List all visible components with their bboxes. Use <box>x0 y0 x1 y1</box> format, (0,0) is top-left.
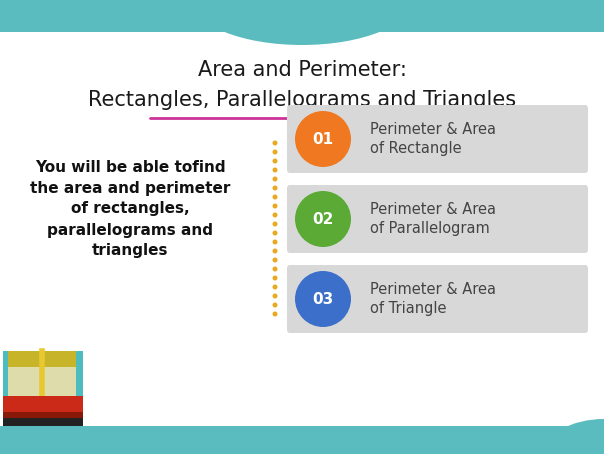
Text: Perimeter & Area
of Rectangle: Perimeter & Area of Rectangle <box>370 122 496 156</box>
Circle shape <box>272 203 277 208</box>
FancyBboxPatch shape <box>287 185 588 253</box>
FancyBboxPatch shape <box>8 385 76 404</box>
FancyBboxPatch shape <box>8 351 76 369</box>
Text: Perimeter & Area
of Parallelogram: Perimeter & Area of Parallelogram <box>370 202 496 237</box>
FancyBboxPatch shape <box>3 351 83 426</box>
Circle shape <box>295 271 351 327</box>
Circle shape <box>272 158 277 163</box>
Text: Area and Perimeter:: Area and Perimeter: <box>198 60 406 80</box>
Circle shape <box>295 191 351 247</box>
Text: Perimeter & Area
of Triangle: Perimeter & Area of Triangle <box>370 281 496 316</box>
Circle shape <box>272 212 277 217</box>
Circle shape <box>272 231 277 236</box>
Text: Rectangles, Parallelograms and Triangles: Rectangles, Parallelograms and Triangles <box>88 90 516 110</box>
FancyBboxPatch shape <box>287 105 588 173</box>
Text: You will be able tofind
the area and perimeter
of rectangles,
parallelograms and: You will be able tofind the area and per… <box>30 159 230 258</box>
Circle shape <box>272 140 277 145</box>
Circle shape <box>272 240 277 245</box>
Circle shape <box>272 248 277 253</box>
Circle shape <box>272 222 277 227</box>
Circle shape <box>272 285 277 290</box>
Circle shape <box>272 149 277 154</box>
Text: 03: 03 <box>312 291 333 306</box>
Circle shape <box>272 293 277 298</box>
Circle shape <box>272 168 277 173</box>
FancyBboxPatch shape <box>0 426 604 454</box>
FancyBboxPatch shape <box>8 367 76 387</box>
Circle shape <box>272 257 277 262</box>
Ellipse shape <box>192 0 412 45</box>
Circle shape <box>272 266 277 271</box>
FancyBboxPatch shape <box>287 265 588 333</box>
Circle shape <box>272 302 277 307</box>
Ellipse shape <box>544 419 604 454</box>
Circle shape <box>272 177 277 182</box>
Circle shape <box>272 311 277 316</box>
FancyBboxPatch shape <box>3 396 83 426</box>
FancyBboxPatch shape <box>3 412 83 426</box>
Text: 01: 01 <box>312 132 333 147</box>
Circle shape <box>295 111 351 167</box>
Circle shape <box>272 186 277 191</box>
Text: 02: 02 <box>312 212 333 227</box>
Circle shape <box>272 276 277 281</box>
FancyBboxPatch shape <box>0 0 604 32</box>
Circle shape <box>272 194 277 199</box>
FancyBboxPatch shape <box>3 418 83 426</box>
